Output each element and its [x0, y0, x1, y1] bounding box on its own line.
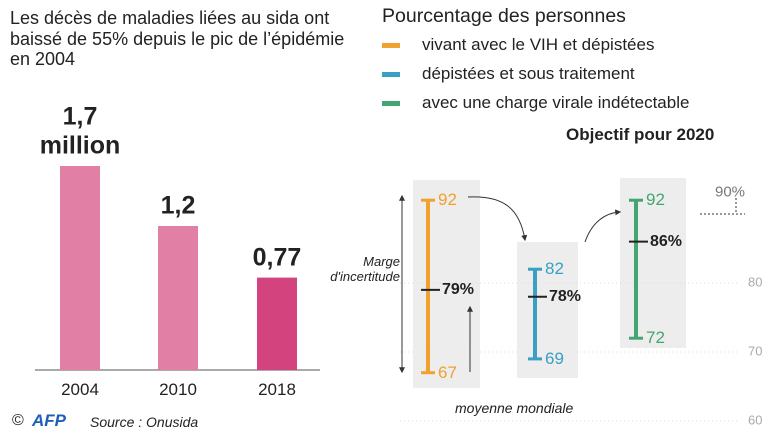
- high-label: 82: [545, 259, 564, 279]
- subtitle: Objectif pour 2020: [566, 125, 715, 144]
- y-tick-label: 60: [748, 412, 763, 428]
- band-bg: [517, 242, 578, 378]
- y-tick-label: 70: [748, 343, 763, 359]
- band-bg: [413, 180, 480, 388]
- bar: [60, 166, 100, 370]
- y-tick-label: 80: [748, 274, 763, 290]
- annotation: moyenne mondiale: [455, 400, 574, 416]
- source: Source : Onusida: [90, 414, 199, 430]
- x-tick-label: 2004: [61, 380, 99, 400]
- flow-arrow: [584, 209, 622, 243]
- high-label: 92: [438, 190, 457, 210]
- low-label: 69: [545, 349, 564, 369]
- value-label: 1,2: [160, 191, 196, 220]
- logo: AFP: [32, 411, 66, 430]
- legend-swatch: [382, 72, 400, 77]
- legend-label: avec une charge virale indétectable: [422, 93, 690, 113]
- band-bg: [620, 178, 686, 348]
- flow-arrow: [467, 196, 528, 242]
- low-label: 72: [646, 328, 665, 348]
- x-tick-label: 2010: [159, 380, 197, 400]
- annotation: Marge d'incertitude: [330, 254, 400, 284]
- legend-swatch: [382, 43, 400, 48]
- bar: [158, 226, 198, 370]
- legend-label: dépistées et sous traitement: [422, 64, 635, 84]
- left-title: Les décès de maladies liées au sida ont …: [10, 8, 345, 70]
- value-label: 0,77: [252, 242, 302, 271]
- value-label: 86%: [650, 232, 683, 250]
- high-label: 92: [646, 190, 665, 210]
- value-label: 78%: [549, 287, 582, 305]
- right-title: Pourcentage des personnes: [382, 5, 626, 27]
- value-label: 79%: [442, 280, 475, 298]
- low-label: 67: [438, 362, 457, 382]
- x-tick-label: 2018: [258, 380, 296, 400]
- credit: ©: [12, 412, 24, 429]
- legend-swatch: [382, 101, 400, 106]
- legend-label: vivant avec le VIH et dépistées: [422, 35, 655, 55]
- value-label: 1,7 million: [39, 102, 121, 160]
- target-label: 90%: [714, 183, 746, 201]
- bar: [257, 277, 297, 370]
